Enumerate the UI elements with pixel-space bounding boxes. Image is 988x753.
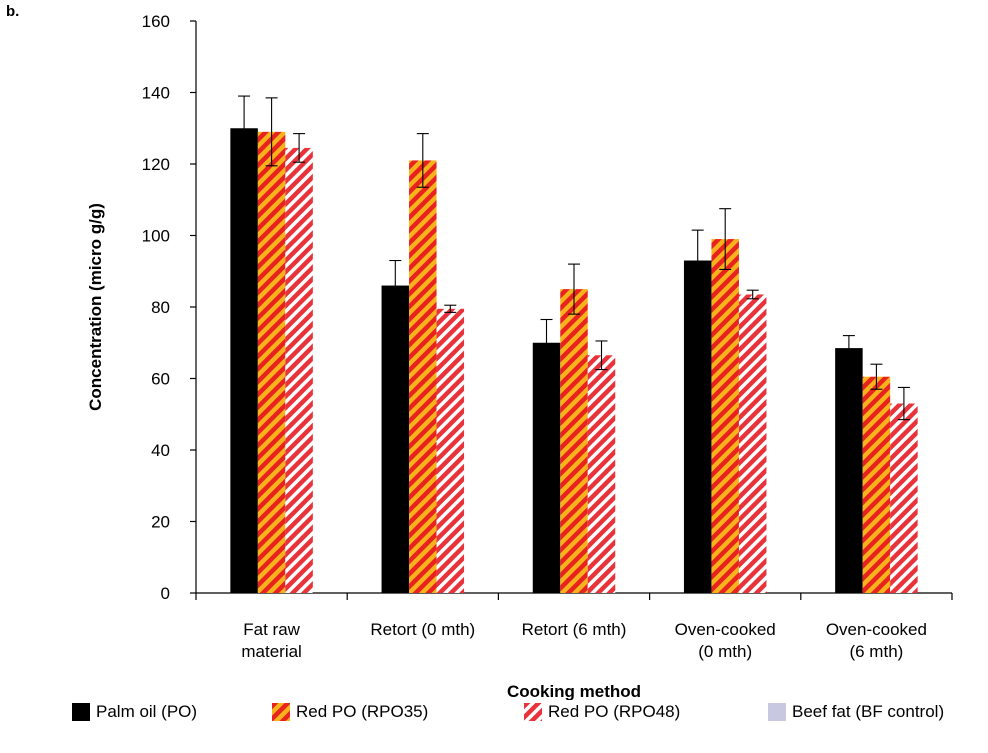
error-bar-1-4 <box>691 229 704 292</box>
error-bar-2-1 <box>265 97 278 167</box>
legend-item-beef-fat: Beef fat (BF control) <box>768 702 944 722</box>
bar-3-3 <box>587 355 616 593</box>
bar-2-2 <box>409 160 437 594</box>
y-tick-label: 140 <box>142 84 170 103</box>
legend-swatch-rpo48 <box>524 703 542 721</box>
error-bar-2-2 <box>416 133 429 188</box>
panel-label: b. <box>6 3 20 20</box>
error-bar-2-4 <box>719 208 732 271</box>
legend-label-beef-fat: Beef fat (BF control) <box>792 702 945 721</box>
legend-swatch-beef-fat <box>768 703 786 721</box>
bar-3-5 <box>890 403 918 593</box>
x-tick-label: Retort (0 mth) <box>370 620 475 639</box>
error-bar-3-1 <box>293 133 306 163</box>
error-bar-2-3 <box>568 263 580 315</box>
error-bar-3-5 <box>897 386 910 421</box>
axis-labels: Concentration (micro g/g) Cooking method <box>86 203 641 700</box>
legend: Palm oil (PO) Red PO (RPO35) Red PO (RPO… <box>72 702 984 726</box>
bar-3-4 <box>738 294 767 593</box>
legend-item-rpo35: Red PO (RPO35) <box>272 702 428 722</box>
error-bar-2-5 <box>870 363 883 390</box>
bar-1-5 <box>835 348 863 593</box>
legend-label-rpo35: Red PO (RPO35) <box>296 702 429 721</box>
bar-1-2 <box>381 285 410 593</box>
bar-3-2 <box>436 308 465 593</box>
error-bar-3-3 <box>595 340 608 371</box>
bar-1-3 <box>532 342 561 593</box>
legend-item-rpo48: Red PO (RPO48) <box>524 702 680 722</box>
y-tick-label: 100 <box>142 227 170 246</box>
x-tick-label: Fat raw material <box>241 620 301 661</box>
x-tick-label: Retort (6 mth) <box>522 620 627 639</box>
bar-3-1 <box>285 147 313 593</box>
axes: 0 20 40 60 80 100 120 140 160 Fat raw material Reto… <box>142 12 953 661</box>
y-tick-label: 160 <box>142 12 170 31</box>
x-tick-label: Oven-cooked (0 mth) <box>675 620 776 661</box>
bar-1-4 <box>683 260 712 593</box>
y-tick-label: 60 <box>151 370 170 389</box>
bars <box>230 128 918 594</box>
legend-item-palm-oil: Palm oil (PO) <box>72 702 197 722</box>
bar-2-1 <box>257 131 286 593</box>
error-bar-1-2 <box>389 259 402 312</box>
y-tick-label: 40 <box>151 441 170 460</box>
bar-2-3 <box>560 289 588 593</box>
y-tick-label: 80 <box>151 298 170 317</box>
legend-label-palm-oil: Palm oil (PO) <box>96 702 198 721</box>
error-bars <box>238 95 910 421</box>
error-bar-3-2 <box>444 304 457 313</box>
error-bar-1-1 <box>238 95 251 161</box>
x-tick-label: Oven-cooked (6 mth) <box>826 620 927 661</box>
error-bar-3-4 <box>746 289 759 300</box>
x-axis-label: Cooking method <box>507 682 641 700</box>
y-tick-label: 120 <box>142 155 170 174</box>
y-tick-label: 20 <box>151 513 170 532</box>
legend-swatch-rpo35 <box>272 703 290 721</box>
bar-2-4 <box>711 239 739 593</box>
y-axis-label: Concentration (micro g/g) <box>86 203 105 411</box>
error-bar-1-5 <box>842 335 855 362</box>
legend-swatch-palm-oil <box>72 703 90 721</box>
error-bar-1-3 <box>540 318 553 367</box>
bar-2-5 <box>862 376 891 593</box>
bar-1-1 <box>230 128 258 593</box>
legend-label-rpo48: Red PO (RPO48) <box>548 702 681 721</box>
y-tick-label: 0 <box>161 584 170 603</box>
bar-chart: 0 20 40 60 80 100 120 140 160 Fat raw material Reto… <box>86 12 953 700</box>
